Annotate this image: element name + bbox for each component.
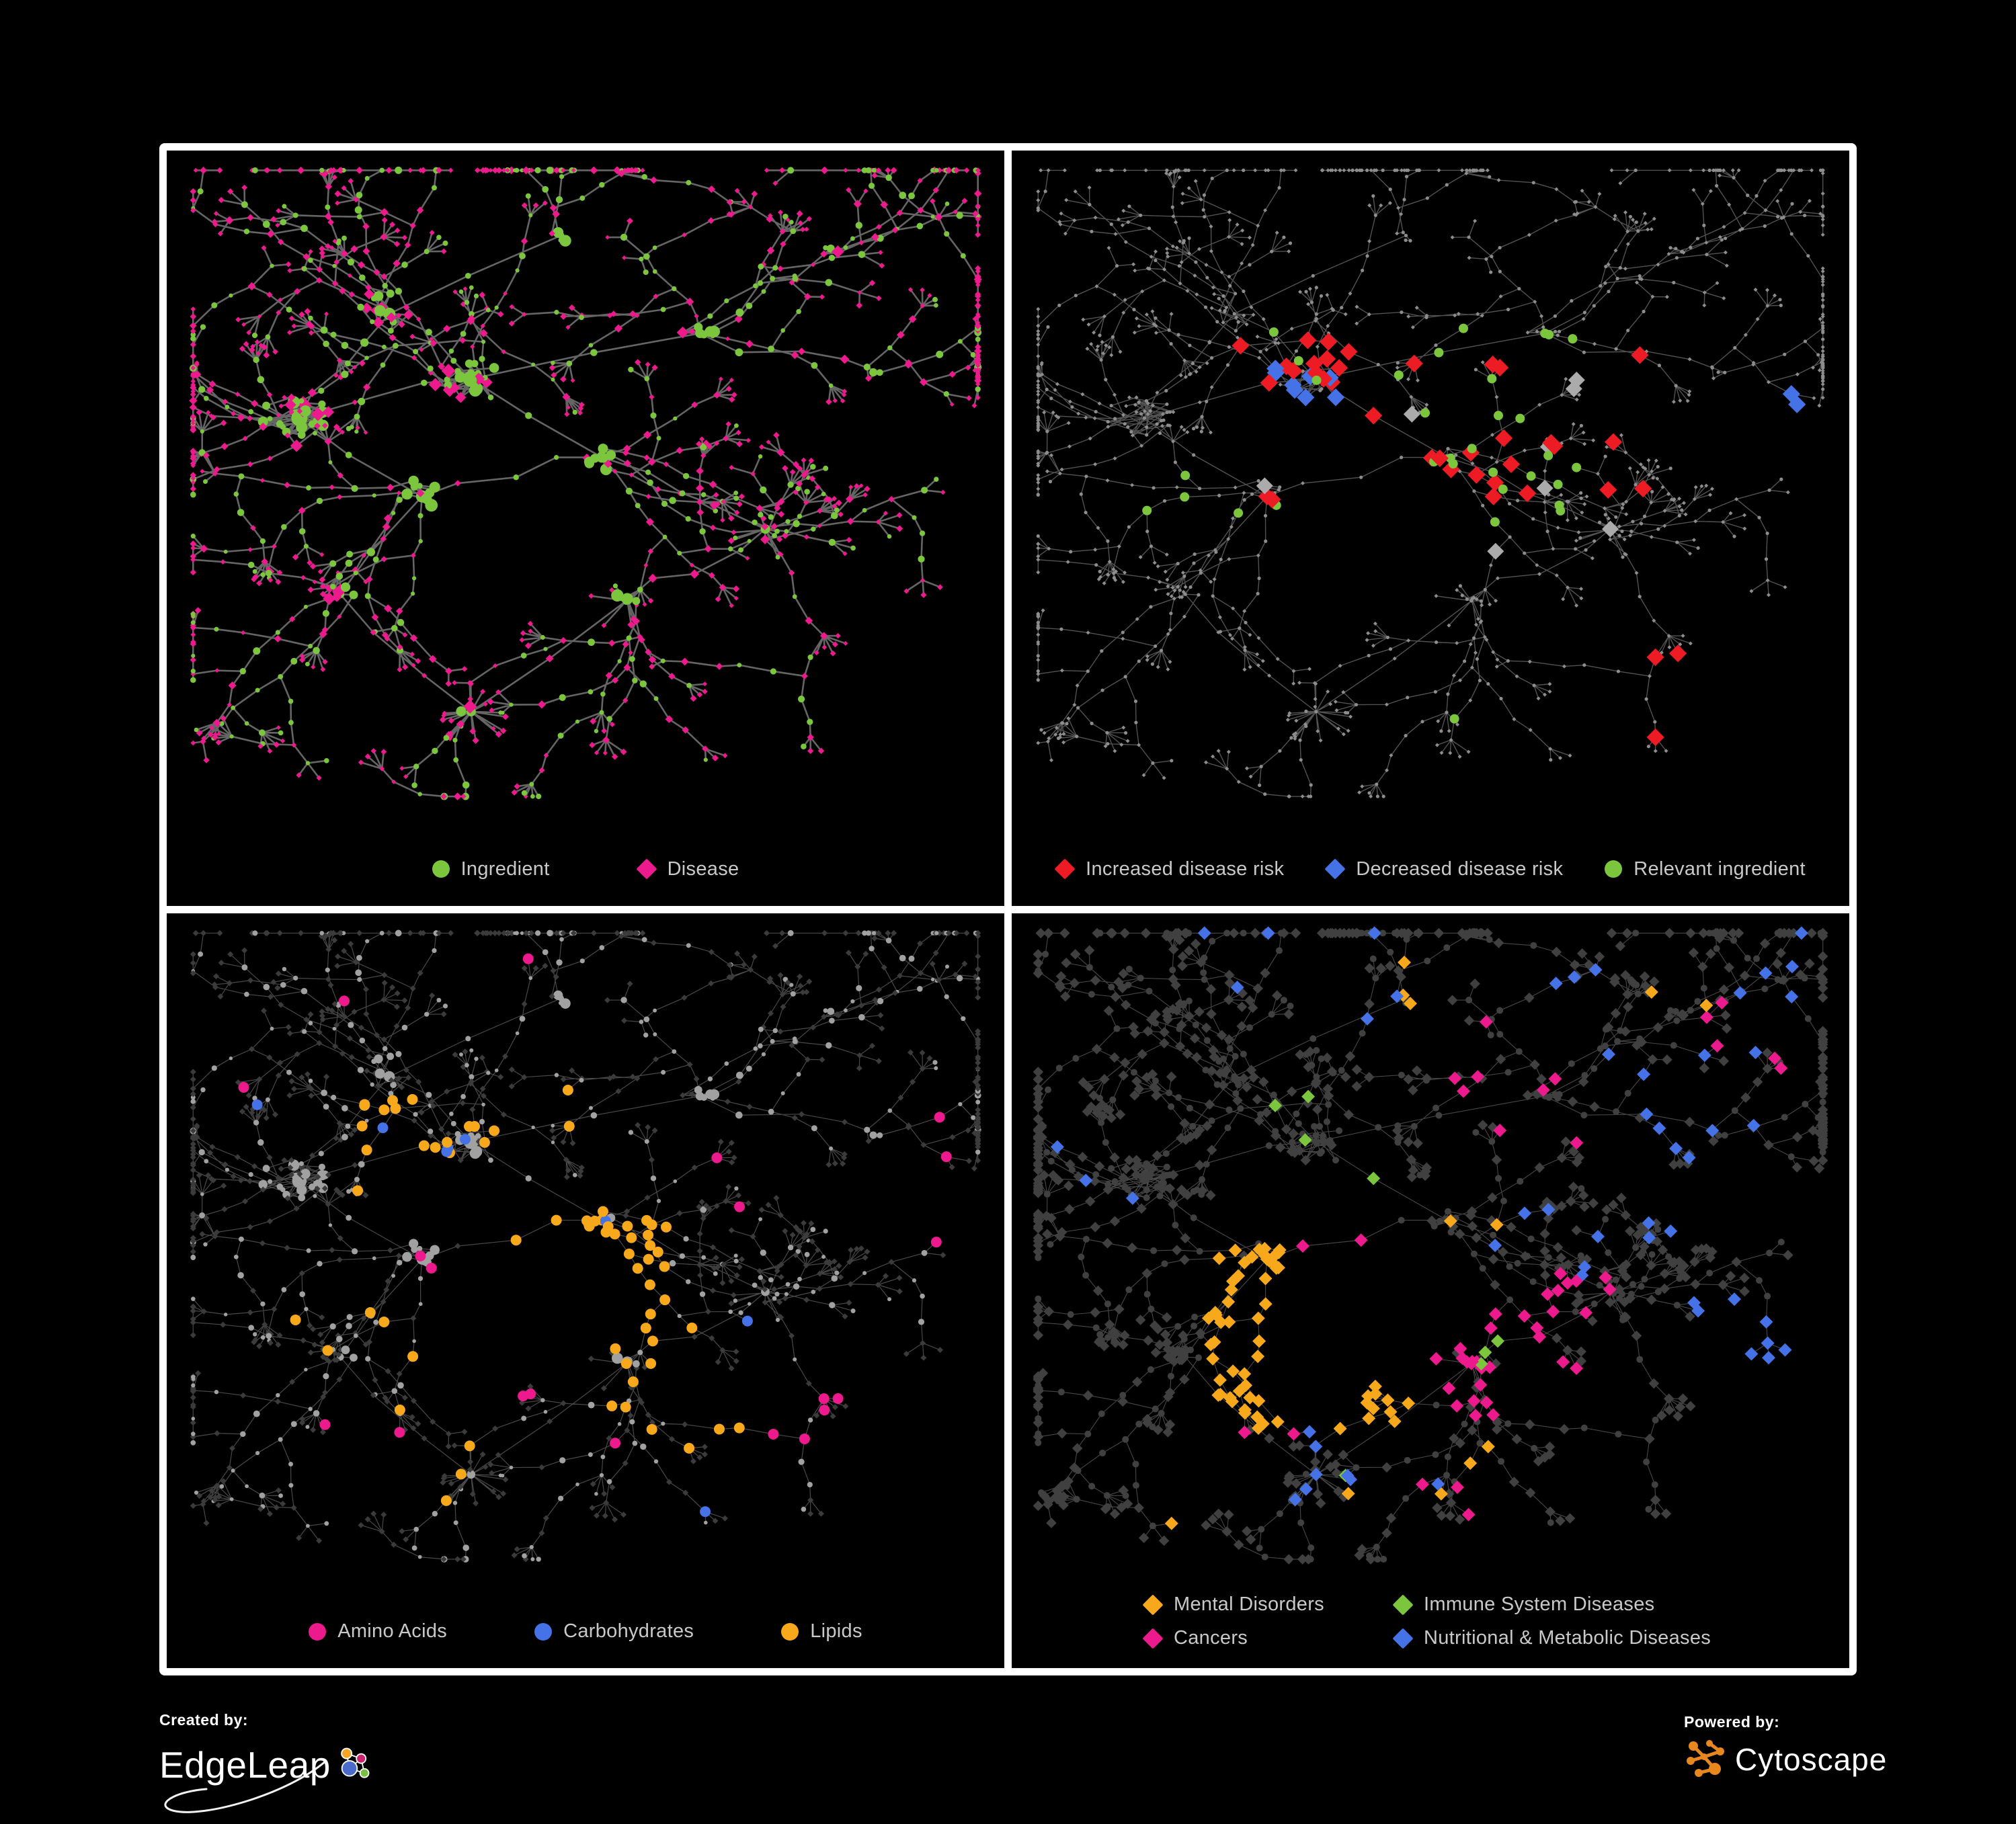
legend-swatch-diamond xyxy=(1392,1627,1414,1649)
network-graph-disease-risk xyxy=(1036,168,1825,799)
legend-label: Decreased disease risk xyxy=(1356,858,1564,880)
legend-label: Carbohydrates xyxy=(563,1620,694,1642)
legend-swatch-circle xyxy=(432,860,450,878)
legend-disease-risk: Increased disease risk Decreased disease … xyxy=(1012,858,1849,880)
legend-ingredient-disease: Ingredient Disease xyxy=(167,858,1004,880)
legend-swatch-diamond xyxy=(636,858,657,880)
legend-disease-classes: Mental Disorders Immune System Diseases Ca… xyxy=(1142,1593,1711,1649)
legend-swatch-diamond xyxy=(1142,1593,1164,1616)
legend-item-disease-risk-2: Relevant ingredient xyxy=(1605,858,1806,880)
legend-item-ingredient-disease-1: Disease xyxy=(636,858,739,880)
legend-swatch-circle xyxy=(534,1622,553,1641)
legend-item-disease-risk-0: Increased disease risk xyxy=(1054,858,1285,880)
edgeleap-wordmark: EdgeLeap xyxy=(159,1744,331,1786)
legend-item-nutrient-classes-2: Lipids xyxy=(781,1620,862,1643)
legend-label: Disease xyxy=(667,858,739,880)
network-graph-ingredient-disease xyxy=(189,166,982,800)
legend-item-disease-classes-1: Immune System Diseases xyxy=(1392,1593,1711,1616)
legend-swatch-circle xyxy=(309,1622,327,1641)
network-graph-nutrient-classes xyxy=(190,929,981,1563)
legend-label: Mental Disorders xyxy=(1174,1593,1324,1615)
legend-item-nutrient-classes-1: Carbohydrates xyxy=(534,1620,694,1643)
legend-item-nutrient-classes-0: Amino Acids xyxy=(309,1620,447,1643)
cytoscape-wordmark: Cytoscape xyxy=(1735,1742,1888,1777)
legend-swatch-diamond xyxy=(1324,858,1346,880)
created-by-label: Created by: xyxy=(159,1711,249,1729)
network-graph-disease-classes xyxy=(1033,925,1828,1565)
legend-swatch-circle xyxy=(781,1622,799,1641)
legend-label: Ingredient xyxy=(460,858,550,880)
legend-swatch-circle xyxy=(1605,860,1623,878)
legend-item-disease-classes-0: Mental Disorders xyxy=(1142,1593,1394,1616)
legend-item-disease-classes-3: Nutritional & Metabolic Diseases xyxy=(1392,1627,1711,1649)
legend-nutrient-classes: Amino Acids Carbohydrates Lipids xyxy=(167,1620,1004,1643)
legend-label: Nutritional & Metabolic Diseases xyxy=(1424,1627,1711,1649)
cytoscape-brand: Cytoscape xyxy=(1684,1738,1887,1781)
legend-swatch-diamond xyxy=(1142,1627,1164,1649)
panel-disease-risk: Increased disease risk Decreased disease … xyxy=(1012,151,1849,906)
legend-label: Relevant ingredient xyxy=(1634,858,1806,880)
panel-nutrient-classes: Amino Acids Carbohydrates Lipids xyxy=(167,913,1004,1668)
legend-item-disease-classes-2: Cancers xyxy=(1142,1627,1394,1649)
created-by-block: Created by: EdgeLeap xyxy=(159,1711,374,1819)
legend-swatch-diamond xyxy=(1392,1593,1414,1616)
cytoscape-logo-icon xyxy=(1687,1740,1724,1777)
edgeleap-brand: EdgeLeap xyxy=(159,1729,374,1815)
powered-by-block: Powered by: Cytoscape xyxy=(1684,1713,1887,1781)
legend-label: Immune System Diseases xyxy=(1424,1593,1655,1615)
panel-ingredient-disease: Ingredient Disease xyxy=(167,151,1004,906)
legend-item-disease-risk-1: Decreased disease risk xyxy=(1324,858,1564,880)
panel-disease-classes: Mental Disorders Immune System Diseases Ca… xyxy=(1012,913,1849,1668)
legend-item-ingredient-disease-0: Ingredient xyxy=(432,858,550,880)
edgeleap-logo-icon xyxy=(341,1747,370,1778)
legend-swatch-diamond xyxy=(1054,858,1076,880)
legend-label: Increased disease risk xyxy=(1086,858,1285,880)
figure-grid: Ingredient Disease Increased disease risk… xyxy=(159,143,1857,1675)
legend-label: Cancers xyxy=(1174,1627,1248,1649)
legend-label: Lipids xyxy=(810,1620,862,1642)
powered-by-label: Powered by: xyxy=(1684,1713,1780,1731)
legend-label: Amino Acids xyxy=(337,1620,448,1642)
